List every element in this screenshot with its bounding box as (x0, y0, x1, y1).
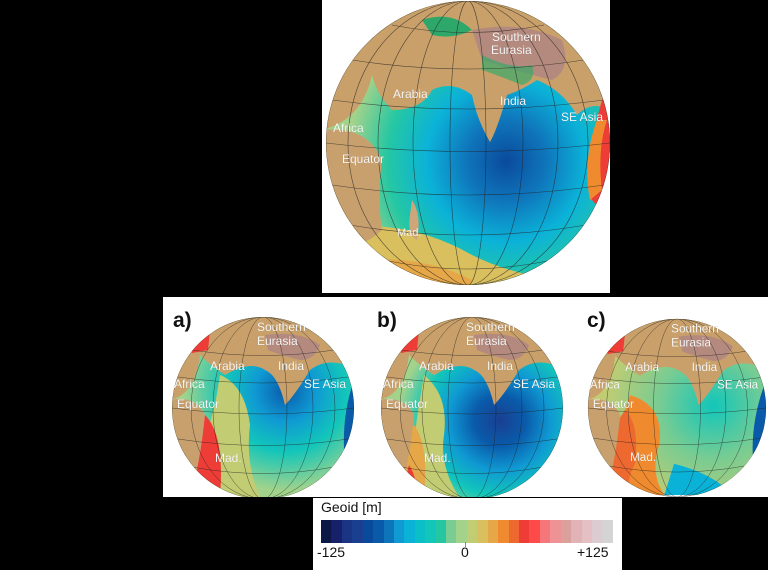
colorbar-swatch (487, 520, 499, 543)
colorbar-swatch (414, 520, 426, 543)
colorbar-swatch (435, 520, 447, 543)
comparison-panels: a) (163, 297, 768, 497)
colorbar-swatch (362, 520, 374, 543)
panel-label-b: b) (377, 309, 397, 332)
zero-tick-mark (465, 542, 466, 547)
legend-max-label: +125 (577, 544, 609, 560)
label-se-asia: SE Asia (513, 377, 555, 391)
colorbar (321, 520, 613, 543)
colorbar-swatch (477, 520, 488, 543)
label-madagascar: Mad. (630, 451, 656, 464)
colorbar-swatch (404, 520, 415, 543)
label-southern: Southern (466, 320, 515, 334)
label-india: India (487, 359, 513, 373)
label-equator: Equator (593, 398, 634, 411)
legend-min-label: -125 (317, 544, 346, 560)
label-southern: Southern (492, 30, 541, 44)
label-equator: Equator (342, 152, 384, 166)
label-southern: Southern (257, 320, 306, 334)
colorbar-swatch (539, 520, 551, 543)
label-se-asia: SE Asia (561, 110, 603, 124)
colorbar-swatch (602, 520, 613, 543)
colorbar-swatch (456, 520, 467, 543)
label-arabia: Arabia (625, 361, 659, 374)
label-eurasia: Eurasia (257, 334, 298, 348)
colorbar-swatch (393, 520, 405, 543)
legend-title: Geoid [m] (321, 499, 382, 515)
label-africa: Africa (174, 377, 205, 391)
colorbar-swatch (373, 520, 384, 543)
colorbar-swatch (519, 520, 530, 543)
label-arabia: Arabia (419, 359, 454, 373)
label-eurasia: Eurasia (671, 336, 711, 349)
colorbar-swatch (560, 520, 572, 543)
colorbar-swatch (550, 520, 561, 543)
label-madagascar: Mad. (424, 451, 451, 465)
colorbar-swatch (571, 520, 582, 543)
colorbar-swatch (508, 520, 520, 543)
colorbar-swatch (446, 520, 457, 543)
label-africa: Africa (383, 377, 414, 391)
label-equator: Equator (177, 397, 219, 411)
label-madagascar: Mad. (397, 227, 421, 239)
colorbar-swatch (498, 520, 509, 543)
top-globe-map: Southern Eurasia Arabia India SE Asia Af… (326, 1, 610, 285)
colorbar-swatch (331, 520, 342, 543)
colorbar-swatch (341, 520, 353, 543)
label-india: India (278, 359, 304, 373)
colorbar-swatch (581, 520, 592, 543)
colorbar-swatch (425, 520, 436, 543)
colorbar-swatch (321, 520, 332, 543)
colorbar-swatch (591, 520, 603, 543)
label-india: India (500, 94, 526, 108)
top-globe-panel: Southern Eurasia Arabia India SE Asia Af… (322, 0, 610, 293)
label-eurasia: Eurasia (491, 43, 532, 57)
label-india: India (692, 361, 718, 374)
label-se-asia: SE Asia (304, 377, 346, 391)
label-arabia: Arabia (393, 87, 428, 101)
label-africa: Africa (333, 121, 364, 135)
label-southern: Southern (671, 323, 719, 336)
globe-c: Southern Eurasia Arabia India SE Asia Af… (587, 318, 767, 497)
colorbar-swatch (529, 520, 540, 543)
label-africa: Africa (590, 378, 620, 391)
legend-mid-label: 0 (461, 544, 469, 560)
colorbar-swatch (352, 520, 363, 543)
label-eurasia: Eurasia (466, 334, 507, 348)
globe-b: Southern Eurasia Arabia India SE Asia Af… (381, 317, 563, 497)
globe-a: Southern Eurasia Arabia India SE Asia Af… (172, 317, 354, 497)
label-madagascar: Mad. (215, 451, 242, 465)
label-arabia: Arabia (210, 359, 245, 373)
label-equator: Equator (386, 397, 428, 411)
colorbar-swatch (383, 520, 394, 543)
panel-label-a: a) (173, 309, 192, 332)
colorbar-swatch (466, 520, 478, 543)
colorbar-legend: Geoid [m] -125 0 +125 (313, 498, 622, 570)
label-se-asia: SE Asia (717, 378, 759, 391)
panel-label-c: c) (587, 309, 606, 332)
